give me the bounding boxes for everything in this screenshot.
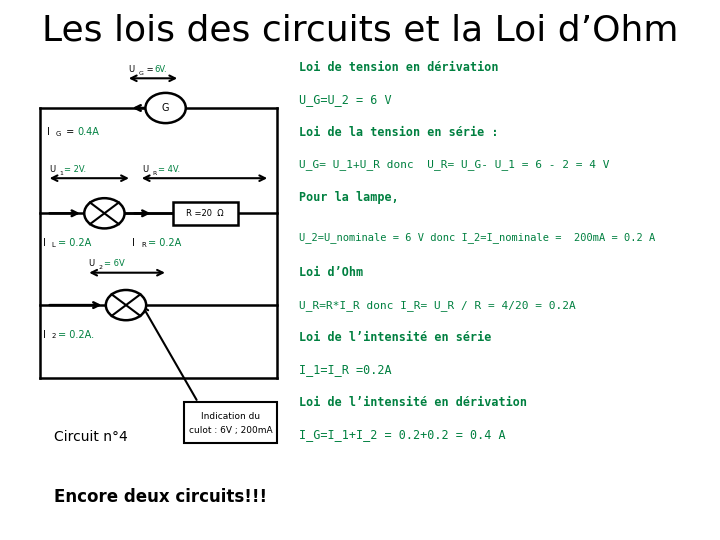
Text: U_G=U_2 = 6 V: U_G=U_2 = 6 V [299, 93, 392, 106]
Text: = 0.2A: = 0.2A [148, 238, 181, 248]
Text: =: = [144, 65, 153, 74]
Text: I: I [132, 238, 135, 248]
Text: I: I [43, 238, 46, 248]
Text: Pour la lampe,: Pour la lampe, [299, 191, 399, 204]
Text: =: = [63, 127, 74, 137]
Text: 2: 2 [52, 333, 56, 340]
Text: Loi de l’intensité en dérivation: Loi de l’intensité en dérivation [299, 396, 527, 409]
Text: 0.4A: 0.4A [77, 127, 99, 137]
Circle shape [145, 93, 186, 123]
Text: G: G [162, 103, 169, 113]
Text: 2: 2 [99, 265, 103, 270]
Text: R: R [141, 241, 146, 248]
Text: = 6V: = 6V [104, 259, 125, 268]
Text: 6V.: 6V. [154, 65, 167, 74]
Text: I_G=I_1+I_2 = 0.2+0.2 = 0.4 A: I_G=I_1+I_2 = 0.2+0.2 = 0.4 A [299, 428, 505, 441]
Text: Les lois des circuits et la Loi d’Ohm: Les lois des circuits et la Loi d’Ohm [42, 14, 678, 48]
Bar [173, 202, 238, 225]
Text: U_G= U_1+U_R donc  U_R= U_G- U_1 = 6 - 2 = 4 V: U_G= U_1+U_R donc U_R= U_G- U_1 = 6 - 2 … [299, 159, 609, 170]
Text: U: U [143, 165, 149, 174]
Text: G: G [55, 131, 60, 137]
Text: U: U [128, 65, 135, 74]
Text: G: G [138, 71, 143, 76]
Text: R =20  Ω: R =20 Ω [186, 209, 224, 218]
Text: R: R [153, 171, 157, 176]
Text: culot : 6V ; 200mA: culot : 6V ; 200mA [189, 426, 272, 435]
Text: I: I [47, 127, 50, 137]
Text: U_2=U_nominale = 6 V donc I_2=I_nominale =  200mA = 0.2 A: U_2=U_nominale = 6 V donc I_2=I_nominale… [299, 232, 655, 243]
Text: I_1=I_R =0.2A: I_1=I_R =0.2A [299, 363, 392, 376]
Text: Loi de la tension en série :: Loi de la tension en série : [299, 126, 498, 139]
Text: Indication du: Indication du [201, 412, 260, 421]
Text: Loi d’Ohm: Loi d’Ohm [299, 266, 363, 279]
Text: Encore deux circuits!!!: Encore deux circuits!!! [54, 488, 267, 506]
Text: Circuit n°4: Circuit n°4 [54, 430, 127, 444]
Text: Loi de tension en dérivation: Loi de tension en dérivation [299, 61, 498, 74]
Text: U: U [89, 259, 95, 268]
Circle shape [84, 198, 125, 228]
Circle shape [106, 290, 146, 320]
Text: = 0.2A.: = 0.2A. [58, 330, 94, 340]
Text: = 2V.: = 2V. [64, 165, 86, 174]
Bar [184, 402, 277, 443]
Text: I: I [43, 330, 46, 340]
Text: 1: 1 [59, 171, 63, 176]
Text: U_R=R*I_R donc I_R= U_R / R = 4/20 = 0.2A: U_R=R*I_R donc I_R= U_R / R = 4/20 = 0.2… [299, 300, 575, 310]
Text: Loi de l’intensité en série: Loi de l’intensité en série [299, 331, 491, 344]
Text: U: U [49, 165, 55, 174]
Text: = 4V.: = 4V. [158, 165, 181, 174]
Text: L: L [52, 241, 55, 248]
Text: = 0.2A: = 0.2A [58, 238, 91, 248]
